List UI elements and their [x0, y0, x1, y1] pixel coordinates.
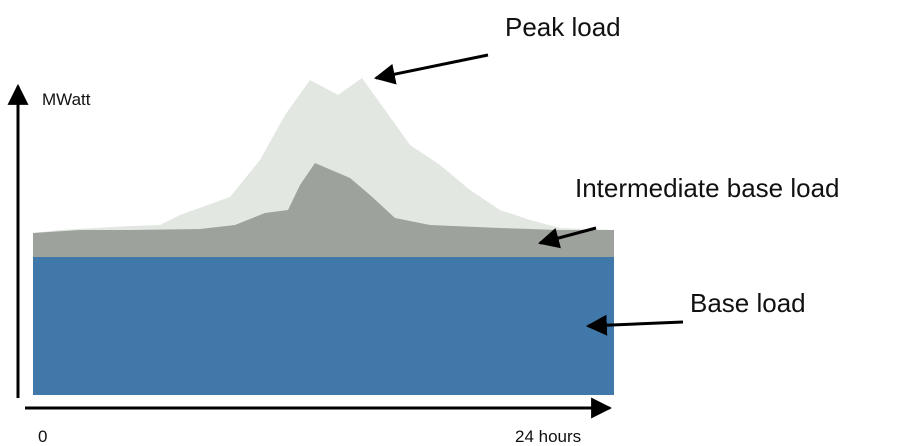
intermediate-area: [33, 163, 614, 257]
intermediate-label: Intermediate base load: [575, 173, 840, 203]
x-end-label: 24 hours: [515, 427, 581, 446]
y-axis-label: MWatt: [42, 90, 91, 109]
peak-arrow: [373, 53, 489, 85]
x-start-label: 0: [38, 427, 47, 446]
base-arrow: [585, 314, 684, 336]
intermediate-arrow: [537, 226, 597, 249]
peak-label: Peak load: [505, 12, 621, 42]
base-label: Base load: [690, 288, 806, 318]
base-area: [33, 257, 614, 395]
